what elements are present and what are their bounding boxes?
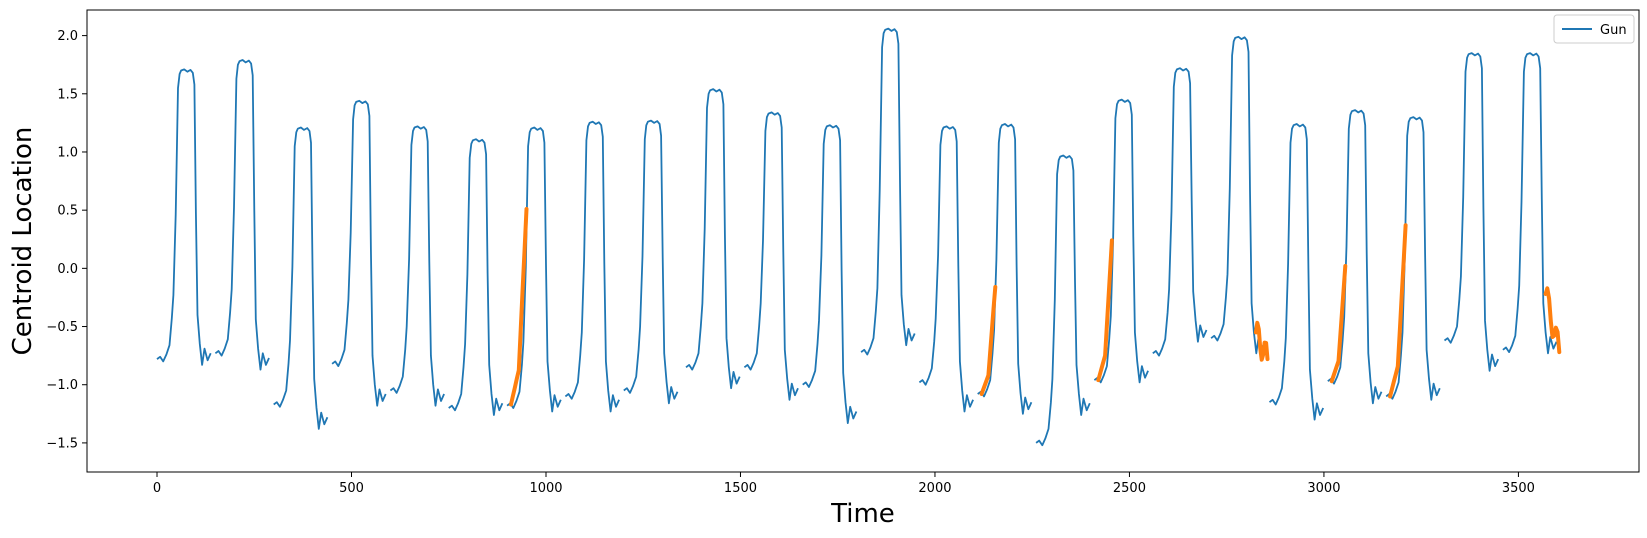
x-axis-ticks: 0 500 1000 1500 2000 2500 3000 3500 bbox=[153, 472, 1535, 496]
x-tick-label: 2000 bbox=[918, 481, 951, 496]
series-layer bbox=[156, 27, 1558, 447]
series-gun-segment bbox=[564, 120, 620, 413]
legend-box bbox=[1553, 14, 1635, 44]
series-gun-segment bbox=[1385, 116, 1441, 401]
series-gun-segment bbox=[1093, 98, 1149, 384]
highlight-subsequence bbox=[1329, 264, 1348, 384]
x-axis-title: Time bbox=[830, 499, 895, 529]
x-tick-label: 0 bbox=[153, 481, 161, 496]
highlight-layer bbox=[509, 207, 1562, 407]
x-tick-label: 3000 bbox=[1307, 481, 1340, 496]
series-gun-segment bbox=[156, 68, 212, 366]
highlight-subsequence bbox=[1253, 320, 1270, 362]
y-tick-label: −1.0 bbox=[46, 378, 78, 393]
highlight-subsequence bbox=[509, 207, 529, 407]
y-tick-label: −0.5 bbox=[46, 320, 78, 335]
y-tick-label: −1.5 bbox=[46, 436, 78, 451]
legend: Gun bbox=[1553, 14, 1635, 44]
x-tick-label: 1500 bbox=[724, 481, 757, 496]
series-gun-segment bbox=[860, 27, 916, 356]
series-gun-segment bbox=[273, 126, 329, 430]
series-gun-segment bbox=[802, 124, 858, 425]
y-tick-label: 0.5 bbox=[57, 204, 78, 219]
y-tick-label: 1.5 bbox=[57, 87, 78, 102]
series-gun-segment bbox=[331, 99, 387, 407]
series-gun-segment bbox=[389, 125, 445, 407]
series-gun-segment bbox=[506, 126, 562, 413]
highlight-subsequence bbox=[979, 285, 998, 396]
y-tick-label: 0.0 bbox=[57, 262, 78, 277]
series-gun-segment bbox=[918, 125, 974, 413]
legend-label-gun: Gun bbox=[1600, 23, 1627, 38]
highlight-subsequence bbox=[1388, 223, 1408, 399]
series-gun-segment bbox=[977, 123, 1033, 415]
highlight-subsequence bbox=[1543, 286, 1562, 355]
series-gun-segment bbox=[1035, 154, 1091, 447]
x-tick-label: 1000 bbox=[529, 481, 562, 496]
series-gun-segment bbox=[1268, 123, 1325, 421]
y-axis-title: Centroid Location bbox=[8, 127, 38, 356]
highlight-subsequence bbox=[1096, 238, 1114, 383]
series-gun-segment bbox=[685, 88, 741, 390]
y-axis-ticks: −1.5 −1.0 −0.5 0.0 0.5 1.0 1.5 2.0 bbox=[46, 29, 87, 451]
x-tick-label: 500 bbox=[339, 481, 364, 496]
series-gun-segment bbox=[1152, 67, 1208, 357]
y-tick-label: 2.0 bbox=[57, 29, 78, 44]
y-tick-label: 1.0 bbox=[57, 145, 78, 160]
series-gun-segment bbox=[623, 119, 679, 405]
series-gun-segment bbox=[448, 138, 504, 416]
series-gun-segment bbox=[1210, 35, 1266, 355]
x-tick-label: 3500 bbox=[1502, 481, 1535, 496]
series-gun-segment bbox=[1327, 109, 1383, 405]
series-gun-segment bbox=[214, 59, 270, 371]
series-gun-segment bbox=[1502, 52, 1558, 355]
series-gun-segment bbox=[743, 111, 799, 401]
series-gun-segment bbox=[1443, 52, 1500, 372]
x-tick-label: 2500 bbox=[1113, 481, 1146, 496]
